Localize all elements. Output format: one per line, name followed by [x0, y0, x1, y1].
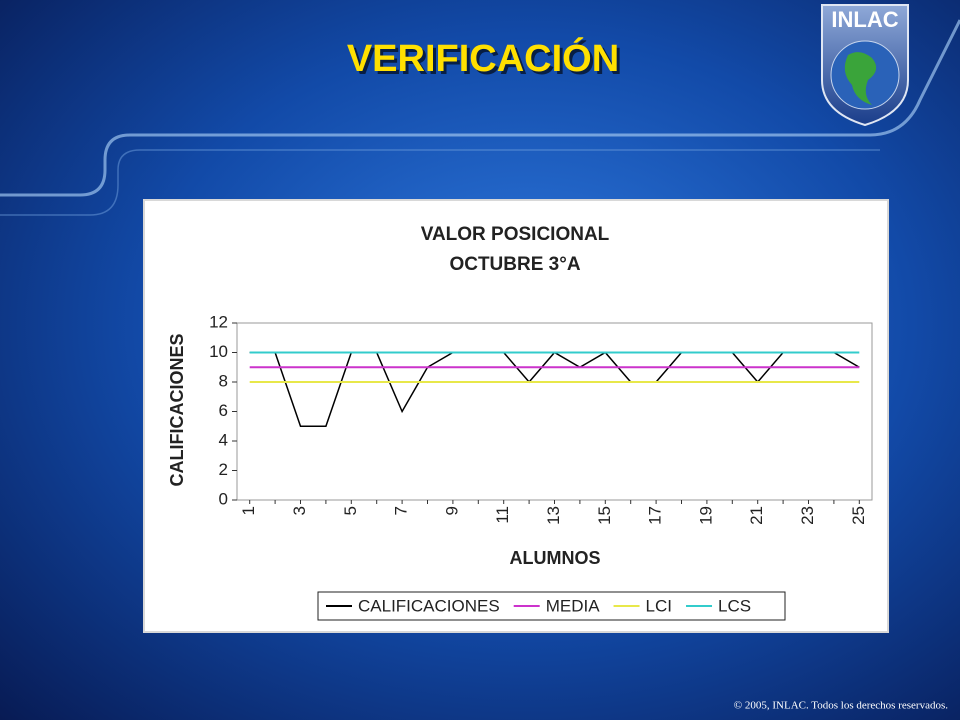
- x-tick-label: 7: [392, 506, 411, 515]
- x-tick-label: 3: [290, 506, 309, 515]
- logo-land: [844, 52, 877, 105]
- x-tick-label: 21: [747, 506, 766, 525]
- chart-title: VALOR POSICIONAL: [421, 224, 610, 245]
- y-tick-label: 10: [209, 342, 228, 361]
- x-tick-label: 17: [646, 506, 665, 525]
- legend-label: MEDIA: [546, 596, 601, 615]
- slide-title: VERIFICACIÓN: [347, 36, 619, 80]
- decor-curve: [0, 19, 960, 197]
- y-axis-label: CALIFICACIONES: [167, 334, 187, 487]
- x-tick-label: 25: [849, 506, 868, 525]
- x-tick-label: 15: [595, 506, 614, 525]
- footer: © 2005, INLAC. Todos los derechos reserv…: [734, 700, 948, 712]
- x-tick-label: 5: [341, 506, 360, 515]
- y-tick-label: 8: [219, 371, 228, 390]
- x-tick-label: 11: [493, 506, 512, 524]
- x-tick-label: 19: [696, 506, 715, 525]
- legend-label: LCI: [646, 596, 672, 615]
- legend-label: CALIFICACIONES: [358, 596, 500, 615]
- x-tick-label: 9: [442, 506, 461, 515]
- y-tick-label: 12: [209, 312, 228, 331]
- decor-curve: [0, 149, 880, 216]
- chart-subtitle: OCTUBRE 3°A: [449, 254, 580, 275]
- y-tick-label: 4: [219, 430, 228, 449]
- x-tick-label: 13: [544, 506, 563, 525]
- x-tick-label: 23: [798, 506, 817, 525]
- x-tick-label: 1: [239, 506, 258, 515]
- chart-panel: [143, 199, 889, 633]
- logo-text: INLAC: [831, 7, 898, 32]
- slide-title-shadow: VERIFICACIÓN: [350, 39, 622, 83]
- x-axis-label: ALUMNOS: [510, 548, 601, 568]
- y-tick-label: 6: [219, 401, 228, 420]
- y-tick-label: 0: [219, 489, 228, 508]
- legend-label: LCS: [718, 596, 751, 615]
- y-tick-label: 2: [219, 460, 228, 479]
